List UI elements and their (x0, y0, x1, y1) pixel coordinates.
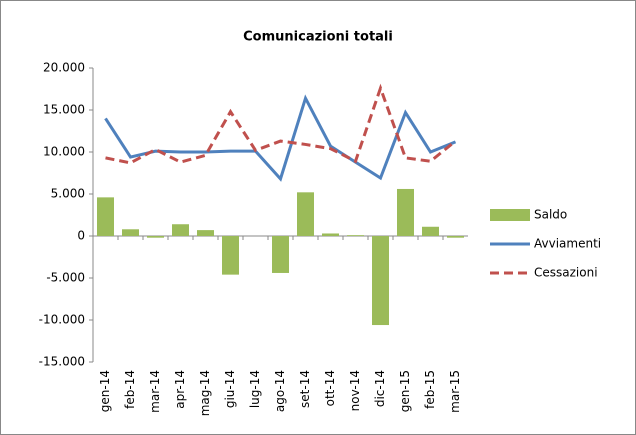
bar (122, 229, 139, 236)
x-tick-label: gen-14 (98, 370, 112, 412)
x-tick-label: ago-14 (273, 370, 287, 412)
x-tick-label: nov-14 (348, 370, 362, 411)
y-tick-label: 15.000 (43, 103, 85, 117)
x-tick-label: mar-14 (148, 370, 162, 413)
x-tick-label: feb-14 (123, 370, 137, 409)
bar (197, 230, 214, 236)
x-tick-label: mag-14 (198, 370, 212, 416)
bar (372, 236, 389, 326)
x-tick-label: dic-14 (373, 370, 387, 407)
legend-swatch (490, 209, 530, 221)
x-tick-label: giu-14 (223, 370, 237, 408)
bar (272, 236, 289, 273)
legend-label: Avviamenti (534, 237, 601, 251)
bar (347, 235, 364, 236)
legend-label: Saldo (534, 208, 567, 222)
x-tick-label: mar-15 (448, 370, 462, 413)
bar (297, 192, 314, 236)
y-tick-label: 0 (77, 229, 85, 243)
y-tick-label: -5.000 (46, 271, 85, 285)
bar (447, 236, 464, 238)
chart-title: Comunicazioni totali (243, 30, 393, 45)
bar (147, 236, 164, 238)
bar (322, 233, 339, 236)
y-tick-label: -15.000 (39, 355, 85, 369)
bar (397, 188, 414, 236)
bar (97, 197, 114, 236)
x-tick-label: apr-14 (173, 370, 187, 409)
y-tick-label: 20.000 (43, 61, 85, 75)
y-tick-label: 10.000 (43, 145, 85, 159)
bar (422, 226, 439, 236)
x-tick-label: gen-15 (398, 370, 412, 412)
x-tick-label: ott-14 (323, 370, 337, 406)
x-tick-label: feb-15 (423, 370, 437, 409)
line (105, 83, 457, 165)
y-tick-label: 5.000 (51, 187, 85, 201)
x-tick-label: lug-14 (248, 370, 262, 408)
x-tick-label: set-14 (298, 370, 312, 408)
y-tick-label: -10.000 (39, 313, 85, 327)
bar (222, 236, 239, 275)
bar (172, 224, 189, 236)
legend-label: Cessazioni (534, 266, 598, 280)
